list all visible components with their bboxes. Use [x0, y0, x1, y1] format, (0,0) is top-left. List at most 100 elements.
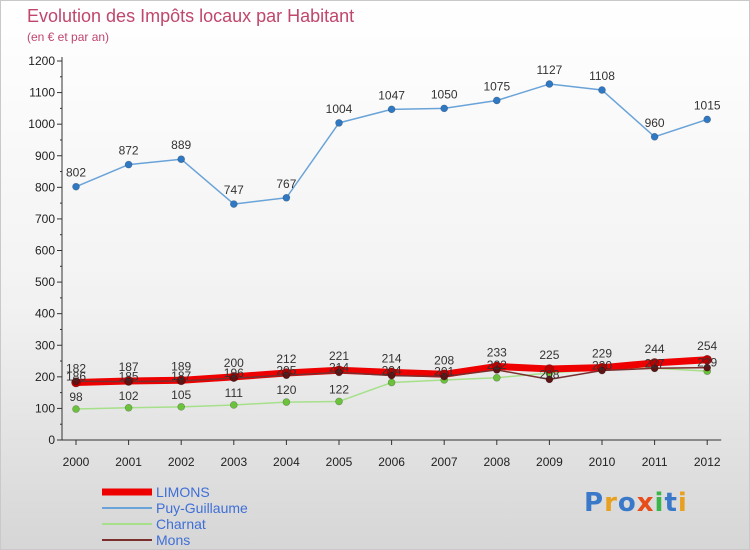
- x-tick-label: 2002: [168, 455, 195, 469]
- x-tick-label: 2001: [115, 455, 142, 469]
- y-tick-label: 800: [35, 180, 55, 194]
- y-tick-label: 1200: [28, 54, 55, 68]
- data-point-charnat: [124, 403, 133, 412]
- data-point-puy-guillaume: [492, 96, 501, 105]
- data-label-limons: 229: [592, 347, 612, 361]
- data-label-mons: 205: [276, 363, 296, 377]
- x-tick-label: 2003: [220, 455, 247, 469]
- chart-subtitle: (en € et par an): [27, 30, 109, 44]
- data-point-puy-guillaume: [598, 86, 606, 94]
- logo-letter: i: [677, 488, 688, 518]
- data-point-mons: [650, 364, 659, 373]
- data-label-puy-guillaume: 767: [276, 177, 296, 191]
- data-label-puy-guillaume: 1108: [589, 69, 615, 83]
- x-tick-label: 2005: [326, 455, 353, 469]
- x-tick-label: 2004: [273, 455, 300, 469]
- data-label-mons: 185: [119, 370, 139, 384]
- chart-title: Evolution des Impôts locaux par Habitant: [27, 6, 354, 26]
- data-point-mons: [72, 377, 80, 386]
- y-tick-label: 200: [35, 370, 55, 384]
- data-label-mons: 229: [697, 356, 717, 370]
- legend-label-limons: LIMONS: [156, 484, 210, 500]
- data-label-puy-guillaume: 1075: [483, 79, 510, 93]
- x-tick-label: 2008: [483, 455, 510, 469]
- data-label-puy-guillaume: 1127: [536, 63, 562, 77]
- logo-letter: t: [664, 488, 678, 518]
- data-label-limons: 187: [119, 360, 139, 374]
- data-label-puy-guillaume: 872: [119, 144, 139, 158]
- data-point-puy-guillaume: [335, 119, 343, 127]
- data-point-puy-guillaume: [650, 133, 659, 141]
- data-point-mons: [492, 366, 501, 374]
- proxiti-logo: Proxiti: [584, 488, 688, 518]
- x-tick-label: 2012: [694, 455, 721, 469]
- x-tick-label: 2009: [536, 455, 563, 469]
- x-tick-label: 2010: [589, 455, 616, 469]
- data-label-charnat: 105: [171, 388, 191, 402]
- logo-letter: x: [636, 488, 655, 518]
- data-point-charnat: [72, 405, 80, 413]
- data-point-puy-guillaume: [282, 193, 291, 202]
- y-tick-label: 1100: [29, 86, 55, 100]
- data-point-mons: [545, 375, 554, 384]
- data-point-limons: [544, 364, 555, 374]
- data-label-charnat: 98: [69, 390, 83, 404]
- data-label-mons: 186: [66, 369, 86, 383]
- data-point-charnat: [335, 397, 343, 406]
- data-label-limons: 214: [382, 351, 402, 365]
- data-label-puy-guillaume: 747: [224, 183, 244, 197]
- logo-letter: P: [584, 488, 605, 518]
- data-point-puy-guillaume: [387, 105, 396, 114]
- data-point-charnat: [177, 403, 185, 411]
- data-label-mons: 208: [539, 367, 559, 381]
- data-point-mons: [282, 371, 291, 380]
- data-label-limons: 212: [276, 352, 296, 366]
- y-tick-label: 900: [35, 149, 55, 163]
- data-label-mons: 222: [487, 358, 507, 372]
- y-tick-label: 500: [35, 275, 55, 289]
- data-point-puy-guillaume: [177, 155, 185, 164]
- data-point-charnat: [230, 401, 238, 409]
- data-label-limons: 233: [487, 345, 507, 359]
- data-point-mons: [230, 374, 238, 382]
- data-label-puy-guillaume: 889: [171, 138, 191, 152]
- data-label-charnat: 122: [329, 382, 349, 396]
- x-tick-label: 2007: [431, 455, 458, 469]
- y-tick-label: 0: [48, 433, 55, 447]
- data-label-limons: 189: [171, 359, 191, 373]
- data-label-limons: 244: [645, 342, 665, 356]
- x-tick-label: 2011: [642, 455, 668, 469]
- x-tick-label: 2006: [378, 455, 405, 469]
- data-label-limons: 254: [697, 339, 717, 353]
- data-label-charnat: 102: [119, 389, 139, 403]
- data-point-mons: [124, 377, 133, 386]
- data-point-charnat: [492, 373, 501, 382]
- data-point-mons: [335, 368, 343, 377]
- data-label-puy-guillaume: 1004: [326, 102, 353, 116]
- data-label-puy-guillaume: 1050: [431, 87, 458, 101]
- data-label-mons: 227: [645, 356, 665, 370]
- legend-label-puy-guillaume: Puy-Guillaume: [156, 500, 248, 516]
- y-tick-label: 700: [35, 212, 55, 226]
- legend-label-charnat: Charnat: [156, 516, 206, 532]
- data-label-mons: 204: [382, 364, 402, 378]
- data-label-puy-guillaume: 802: [66, 166, 86, 180]
- data-label-puy-guillaume: 1047: [378, 88, 405, 102]
- data-label-charnat: 120: [276, 383, 296, 397]
- data-point-mons: [703, 363, 712, 372]
- data-label-mons: 201: [434, 365, 454, 379]
- data-label-puy-guillaume: 960: [645, 116, 665, 130]
- y-tick-label: 300: [35, 338, 55, 352]
- data-label-mons: 220: [592, 359, 612, 373]
- data-point-puy-guillaume: [703, 115, 712, 124]
- data-point-puy-guillaume: [545, 80, 554, 88]
- data-point-mons: [177, 377, 185, 385]
- data-point-mons: [440, 372, 449, 381]
- data-point-mons: [387, 371, 396, 380]
- data-point-puy-guillaume: [440, 104, 449, 113]
- y-tick-label: 400: [35, 307, 55, 321]
- data-point-charnat: [387, 378, 396, 387]
- y-tick-label: 1000: [28, 117, 55, 131]
